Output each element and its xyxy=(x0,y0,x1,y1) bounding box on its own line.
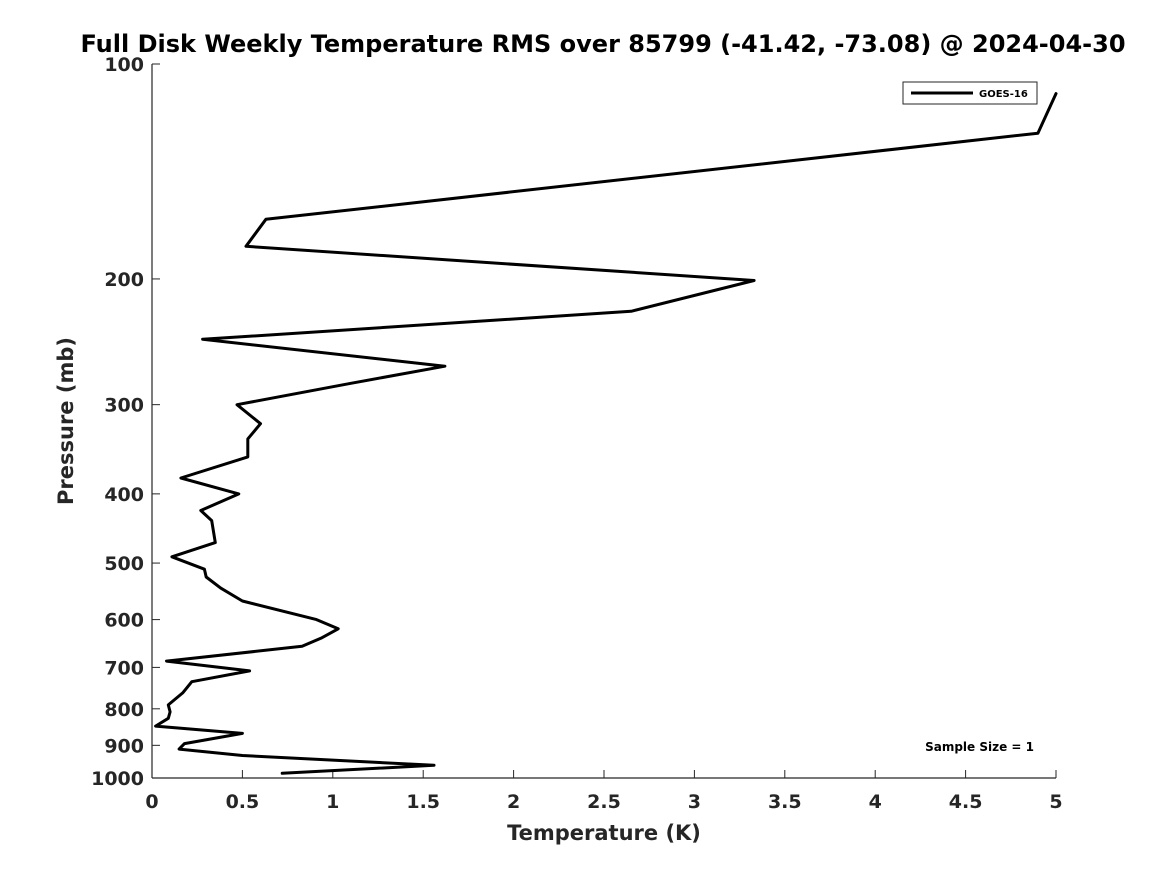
x-axis-ticks: 0 0.5 1 1.5 2 2.5 3 3.5 4 4.5 5 xyxy=(145,770,1063,813)
x-tick-label: 1.5 xyxy=(406,791,440,813)
legend-label-goes-16: GOES-16 xyxy=(979,89,1028,100)
x-tick-label: 1 xyxy=(326,791,339,813)
x-tick-label: 4 xyxy=(869,791,882,813)
y-tick-label: 900 xyxy=(104,735,144,757)
y-tick-label: 500 xyxy=(104,553,144,575)
chart-title: Full Disk Weekly Temperature RMS over 85… xyxy=(80,30,1125,58)
x-tick-label: 4.5 xyxy=(949,791,983,813)
y-axis-label: Pressure (mb) xyxy=(54,337,78,505)
y-tick-label: 1000 xyxy=(91,768,144,790)
x-axis-label: Temperature (K) xyxy=(507,821,701,845)
y-tick-label: 700 xyxy=(104,657,144,679)
y-tick-label: 600 xyxy=(104,610,144,632)
y-tick-label: 300 xyxy=(104,395,144,417)
y-axis-ticks: 100 200 300 400 500 600 700 800 900 1000 xyxy=(91,54,160,790)
sample-size-annotation: Sample Size = 1 xyxy=(925,740,1034,754)
x-tick-label: 3.5 xyxy=(768,791,802,813)
x-tick-label: 2 xyxy=(507,791,520,813)
series-line-goes-16 xyxy=(154,92,1058,775)
y-tick-label: 100 xyxy=(104,54,144,76)
y-tick-label: 400 xyxy=(104,484,144,506)
x-tick-label: 0 xyxy=(145,791,158,813)
x-tick-label: 5 xyxy=(1049,791,1062,813)
x-tick-label: 0.5 xyxy=(226,791,260,813)
x-tick-label: 3 xyxy=(688,791,701,813)
series-layer xyxy=(154,92,1058,775)
y-tick-label: 800 xyxy=(104,699,144,721)
x-tick-label: 2.5 xyxy=(587,791,621,813)
plot-area xyxy=(151,64,1056,779)
legend: GOES-16 xyxy=(902,81,1038,105)
y-tick-label: 200 xyxy=(104,269,144,291)
